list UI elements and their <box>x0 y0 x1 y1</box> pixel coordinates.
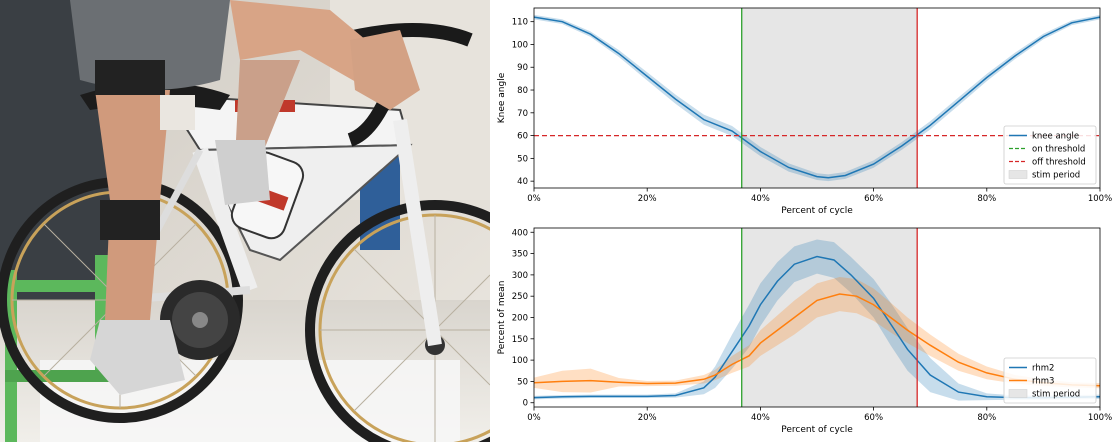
emg-chart: 0% 20% 40% 60% 80% 100% 0 50 100 150 200 250 300 350… <box>497 227 1112 435</box>
rider <box>70 0 420 395</box>
x-tick-label: 0% <box>527 194 541 204</box>
band-rhm2 <box>534 239 1100 401</box>
x-tick-label: 20% <box>638 413 657 423</box>
y-tick-label: 40 <box>517 177 528 187</box>
line-knee-angle <box>533 16 1101 179</box>
x-tick-label: 60% <box>864 413 883 423</box>
y-tick-label: 60 <box>517 132 528 142</box>
stim-period-region <box>741 228 918 407</box>
y-tick-label: 50 <box>517 377 528 387</box>
y-tick-label: 250 <box>512 292 528 302</box>
legend-label: off threshold <box>1032 158 1086 168</box>
x-tick-label: 20% <box>638 194 657 204</box>
legend-label: rhm3 <box>1032 377 1054 387</box>
y-tick-label: 100 <box>512 40 528 50</box>
legend: knee angle on threshold off threshold stim … <box>1003 125 1097 185</box>
y-ticks: 40 50 60 70 80 90 100 110 <box>512 18 534 187</box>
legend-swatch <box>1008 170 1028 179</box>
x-tick-label: 80% <box>977 413 996 423</box>
legend-label: knee angle <box>1032 132 1079 142</box>
x-tick-label: 40% <box>751 194 770 204</box>
legend-box <box>1003 125 1097 185</box>
y-tick-label: 150 <box>512 335 528 345</box>
thigh-right <box>230 0 390 90</box>
electrode-strap-lower <box>100 200 160 240</box>
cyclist-photo <box>0 0 565 446</box>
y-tick-label: 110 <box>512 18 528 28</box>
legend: rhm2 rhm3 stim period <box>1003 357 1097 404</box>
calf-right <box>235 60 300 160</box>
y-tick-label: 50 <box>517 154 528 164</box>
y-tick-label: 100 <box>512 356 528 366</box>
plot-frame <box>533 7 1101 189</box>
legend-label: rhm2 <box>1032 364 1054 374</box>
x-axis-label: Percent of cycle <box>781 425 853 435</box>
series-lines <box>533 255 1101 399</box>
x-tick-label: 0% <box>527 413 541 423</box>
series-lines <box>533 16 1101 179</box>
shoe-left <box>90 320 185 395</box>
x-tick-label: 80% <box>977 194 996 204</box>
y-tick-label: 80 <box>517 86 528 96</box>
line-rhm2 <box>533 255 1101 399</box>
y-tick-label: 350 <box>512 250 528 260</box>
y-tick-label: 300 <box>512 271 528 281</box>
x-ticks: 0% 20% 40% 60% 80% 100% <box>527 188 1112 204</box>
y-tick-label: 0 <box>523 399 528 409</box>
y-axis-label: Percent of mean <box>497 281 507 355</box>
std-bands <box>534 239 1100 401</box>
y-tick-label: 400 <box>512 228 528 238</box>
charts-panel: 0% 20% 40% 60% 80% 100% 40 50 60 70 80 90 100 110 Pe… <box>490 0 1118 442</box>
hand <box>350 30 420 110</box>
knee-angle-chart: 0% 20% 40% 60% 80% 100% 40 50 60 70 80 90 100 110 Pe… <box>497 7 1112 216</box>
x-ticks: 0% 20% 40% 60% 80% 100% <box>527 407 1112 423</box>
legend-swatch <box>1008 389 1028 398</box>
cyclist-on-bike-trainer-photo <box>0 0 565 446</box>
y-tick-label: 90 <box>517 63 528 73</box>
x-tick-label: 100% <box>1088 194 1112 204</box>
x-tick-label: 60% <box>864 194 883 204</box>
y-tick-label: 70 <box>517 109 528 119</box>
x-tick-label: 100% <box>1088 413 1112 423</box>
y-tick-label: 200 <box>512 314 528 324</box>
line-rhm3 <box>533 293 1101 387</box>
charts-svg: 0% 20% 40% 60% 80% 100% 40 50 60 70 80 90 100 110 Pe… <box>497 7 1112 435</box>
stim-period-region <box>741 8 918 188</box>
y-ticks: 0 50 100 150 200 250 300 350 400 <box>512 228 534 409</box>
chainring <box>160 280 240 360</box>
legend-label: on threshold <box>1032 145 1085 155</box>
shoe-right <box>215 140 270 205</box>
legend-label: stim period <box>1032 171 1080 181</box>
electrode-pad <box>160 95 195 130</box>
legend-label: stim period <box>1032 390 1080 400</box>
electrode-strap-upper <box>95 60 165 95</box>
x-tick-label: 40% <box>751 413 770 423</box>
x-axis-label: Percent of cycle <box>781 206 853 216</box>
band-rhm3 <box>534 277 1100 393</box>
y-axis-label: Knee angle <box>497 72 507 123</box>
